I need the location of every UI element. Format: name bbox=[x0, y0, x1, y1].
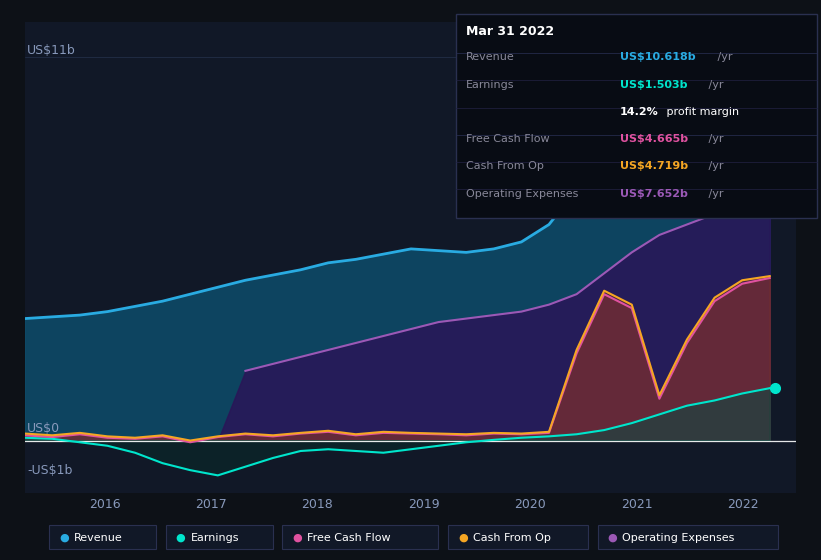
Text: Revenue: Revenue bbox=[74, 533, 122, 543]
Text: US$4.719b: US$4.719b bbox=[620, 161, 688, 171]
Text: 14.2%: 14.2% bbox=[620, 107, 658, 117]
Text: Operating Expenses: Operating Expenses bbox=[622, 533, 735, 543]
Text: US$0: US$0 bbox=[27, 422, 60, 435]
Text: Revenue: Revenue bbox=[466, 53, 514, 63]
Text: Mar 31 2022: Mar 31 2022 bbox=[466, 25, 553, 38]
Text: Cash From Op: Cash From Op bbox=[473, 533, 551, 543]
Text: Earnings: Earnings bbox=[466, 80, 514, 90]
Text: Cash From Op: Cash From Op bbox=[466, 161, 544, 171]
Text: Earnings: Earnings bbox=[190, 533, 239, 543]
Text: /yr: /yr bbox=[705, 161, 723, 171]
Text: Free Cash Flow: Free Cash Flow bbox=[307, 533, 391, 543]
Text: profit margin: profit margin bbox=[663, 107, 740, 117]
Text: ●: ● bbox=[458, 533, 468, 543]
Text: ●: ● bbox=[176, 533, 186, 543]
Text: /yr: /yr bbox=[705, 134, 723, 144]
Text: US$10.618b: US$10.618b bbox=[620, 53, 695, 63]
Text: /yr: /yr bbox=[714, 53, 733, 63]
Text: /yr: /yr bbox=[705, 80, 723, 90]
Text: US$11b: US$11b bbox=[27, 44, 76, 57]
Text: ●: ● bbox=[59, 533, 69, 543]
Text: US$4.665b: US$4.665b bbox=[620, 134, 688, 144]
Text: Operating Expenses: Operating Expenses bbox=[466, 189, 578, 199]
Text: ●: ● bbox=[292, 533, 302, 543]
Text: -US$1b: -US$1b bbox=[27, 464, 72, 477]
Text: US$7.652b: US$7.652b bbox=[620, 189, 688, 199]
Text: Free Cash Flow: Free Cash Flow bbox=[466, 134, 549, 144]
Text: US$1.503b: US$1.503b bbox=[620, 80, 687, 90]
Text: ●: ● bbox=[608, 533, 617, 543]
Text: /yr: /yr bbox=[705, 189, 723, 199]
